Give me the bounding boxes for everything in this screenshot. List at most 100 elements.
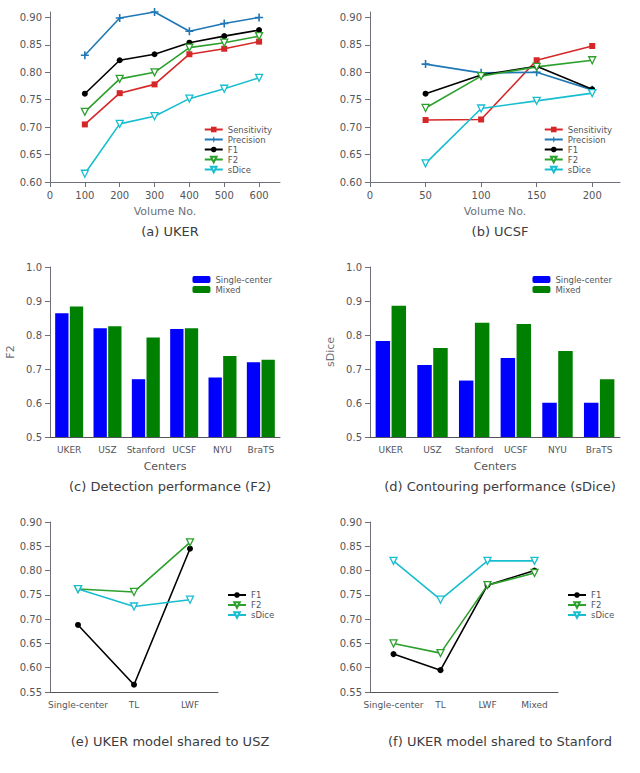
svg-text:0.55: 0.55 — [20, 687, 42, 698]
svg-text:Sensitivity: Sensitivity — [228, 125, 272, 135]
svg-text:Centers: Centers — [474, 460, 517, 473]
svg-text:USZ: USZ — [98, 445, 116, 455]
svg-text:F2: F2 — [568, 155, 578, 165]
svg-text:Mixed: Mixed — [521, 700, 548, 710]
svg-text:sDice: sDice — [228, 165, 251, 175]
svg-text:0.80: 0.80 — [20, 67, 42, 78]
svg-text:0.60: 0.60 — [340, 662, 362, 673]
svg-text:0.75: 0.75 — [20, 94, 42, 105]
svg-text:Precision: Precision — [568, 135, 606, 145]
svg-text:0.90: 0.90 — [340, 12, 362, 23]
svg-text:Single-center: Single-center — [555, 275, 612, 285]
svg-text:0.90: 0.90 — [340, 517, 362, 528]
svg-text:0.85: 0.85 — [340, 39, 362, 50]
svg-text:600: 600 — [250, 190, 269, 201]
svg-text:0.6: 0.6 — [346, 398, 362, 409]
svg-text:200: 200 — [110, 190, 129, 201]
svg-text:0.55: 0.55 — [340, 687, 362, 698]
svg-text:Centers: Centers — [144, 460, 187, 473]
svg-text:150: 150 — [527, 190, 546, 201]
svg-text:F2: F2 — [4, 345, 17, 358]
svg-text:TL: TL — [128, 700, 140, 710]
svg-text:0.7: 0.7 — [346, 364, 362, 375]
svg-text:USZ: USZ — [423, 445, 441, 455]
svg-text:300: 300 — [145, 190, 164, 201]
svg-text:(f) UKER model shared to Stanf: (f) UKER model shared to Stanford — [388, 734, 612, 749]
svg-text:0.60: 0.60 — [20, 177, 42, 188]
svg-text:UKER: UKER — [379, 445, 403, 455]
svg-text:UCSF: UCSF — [172, 445, 196, 455]
svg-text:0.8: 0.8 — [26, 330, 42, 341]
svg-text:1.0: 1.0 — [26, 262, 42, 273]
svg-text:0.70: 0.70 — [20, 122, 42, 133]
svg-text:0.85: 0.85 — [20, 39, 42, 50]
svg-text:sDice: sDice — [568, 165, 591, 175]
svg-text:0.75: 0.75 — [340, 94, 362, 105]
svg-text:1.0: 1.0 — [346, 262, 362, 273]
svg-text:TL: TL — [434, 700, 446, 710]
svg-text:F2: F2 — [591, 600, 601, 610]
svg-text:BraTS: BraTS — [586, 445, 613, 455]
svg-text:(e) UKER model shared to USZ: (e) UKER model shared to USZ — [71, 734, 270, 749]
svg-text:F1: F1 — [251, 590, 261, 600]
svg-text:100: 100 — [472, 190, 491, 201]
svg-text:200: 200 — [583, 190, 602, 201]
svg-text:UCSF: UCSF — [504, 445, 528, 455]
svg-text:0.9: 0.9 — [26, 296, 42, 307]
svg-text:(c) Detection performance (F2): (c) Detection performance (F2) — [69, 479, 271, 494]
svg-text:F1: F1 — [568, 145, 578, 155]
svg-text:BraTS: BraTS — [248, 445, 275, 455]
svg-text:(a) UKER: (a) UKER — [141, 224, 199, 239]
svg-text:0.9: 0.9 — [346, 296, 362, 307]
svg-text:0.75: 0.75 — [340, 589, 362, 600]
svg-text:Stanford: Stanford — [455, 445, 493, 455]
svg-text:Single-center: Single-center — [215, 275, 272, 285]
svg-text:400: 400 — [180, 190, 199, 201]
svg-text:0.65: 0.65 — [20, 638, 42, 649]
svg-text:Volume No.: Volume No. — [134, 205, 197, 218]
svg-text:NYU: NYU — [213, 445, 232, 455]
svg-text:Precision: Precision — [228, 135, 266, 145]
svg-text:0.85: 0.85 — [340, 541, 362, 552]
svg-text:sDice: sDice — [324, 337, 337, 367]
svg-text:500: 500 — [215, 190, 234, 201]
svg-text:0.75: 0.75 — [20, 589, 42, 600]
svg-text:sDice: sDice — [591, 610, 614, 620]
svg-text:Stanford: Stanford — [127, 445, 165, 455]
svg-text:0.5: 0.5 — [346, 432, 362, 443]
svg-text:0.70: 0.70 — [20, 614, 42, 625]
svg-text:UKER: UKER — [57, 445, 81, 455]
svg-text:(d) Contouring performance (sD: (d) Contouring performance (sDice) — [384, 479, 616, 494]
svg-text:0: 0 — [367, 190, 373, 201]
svg-text:0.80: 0.80 — [340, 565, 362, 576]
svg-text:Single-center: Single-center — [48, 700, 108, 710]
svg-text:0.7: 0.7 — [26, 364, 42, 375]
svg-text:0: 0 — [47, 190, 53, 201]
svg-text:0.65: 0.65 — [20, 149, 42, 160]
svg-text:NYU: NYU — [548, 445, 567, 455]
svg-text:LWF: LWF — [181, 700, 199, 710]
svg-text:0.60: 0.60 — [20, 662, 42, 673]
svg-text:0.80: 0.80 — [340, 67, 362, 78]
svg-text:Mixed: Mixed — [555, 285, 580, 295]
svg-text:Volume No.: Volume No. — [464, 205, 527, 218]
svg-text:0.90: 0.90 — [20, 12, 42, 23]
svg-text:Mixed: Mixed — [215, 285, 240, 295]
svg-text:Sensitivity: Sensitivity — [568, 125, 612, 135]
svg-text:0.5: 0.5 — [26, 432, 42, 443]
svg-text:LWF: LWF — [478, 700, 496, 710]
svg-text:50: 50 — [419, 190, 432, 201]
svg-text:(b) UCSF: (b) UCSF — [472, 224, 529, 239]
svg-text:F2: F2 — [251, 600, 261, 610]
svg-text:0.70: 0.70 — [340, 122, 362, 133]
svg-text:F1: F1 — [591, 590, 601, 600]
svg-text:F2: F2 — [228, 155, 238, 165]
svg-text:0.85: 0.85 — [20, 541, 42, 552]
svg-text:sDice: sDice — [251, 610, 274, 620]
svg-text:Single-center: Single-center — [364, 700, 424, 710]
svg-text:0.60: 0.60 — [340, 177, 362, 188]
svg-text:0.8: 0.8 — [346, 330, 362, 341]
svg-text:0.6: 0.6 — [26, 398, 42, 409]
svg-text:0.90: 0.90 — [20, 517, 42, 528]
svg-text:0.70: 0.70 — [340, 614, 362, 625]
